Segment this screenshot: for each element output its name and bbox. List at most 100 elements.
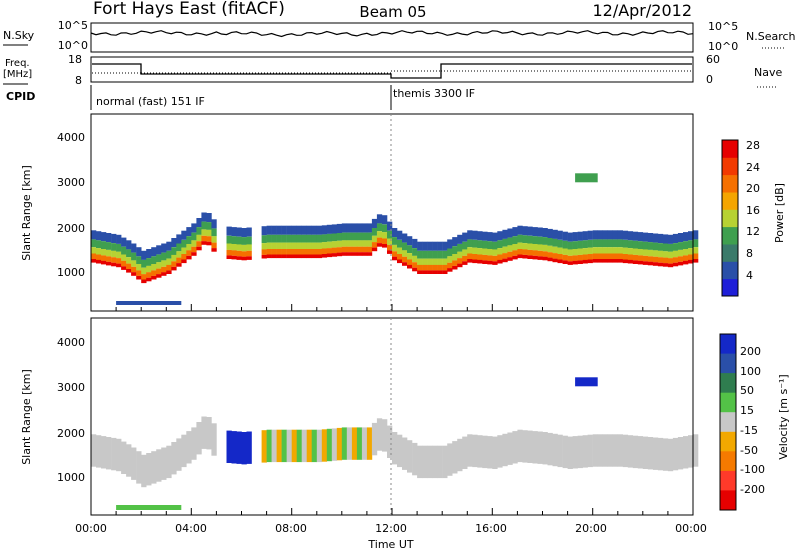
power-echo-cell [131,243,137,253]
power-echo-cell [688,231,694,241]
power-echo-cell [211,248,217,252]
time-tick-2400: 00:00 [675,522,707,535]
power-echo-cell [482,240,488,249]
velocity-echo-cell [693,434,699,467]
power-echo-cell [647,242,654,250]
power-echo-cell [241,256,247,261]
freq-label-line2: [MHz] [3,69,32,80]
power-echo-cell [567,232,573,242]
power-echo-cell [642,255,649,262]
power-echo-cell [346,232,353,241]
power-echo-cell [627,259,634,264]
power-echo-cell [482,248,488,255]
power-echo-cell [241,228,247,238]
power-echo-cell [151,256,157,265]
power-echo-cell [311,242,317,249]
velocity-echo-cell [617,434,623,467]
power-echo-cell [341,252,348,256]
power-echo-cell [241,237,247,245]
velocity-echo-cell [206,417,212,450]
power-echo-cell [351,223,358,233]
power-echo-cell [472,254,478,260]
power-echo-cell [532,250,538,256]
power-echo-cell [236,244,242,251]
velocity-echo-cell [522,430,528,463]
power-echo-cell [181,230,187,240]
power-echo-cell [677,249,684,257]
power-echo-cell [497,259,503,264]
power-echo-cell [667,258,674,264]
power-echo-cell [106,249,112,257]
power-echo-cell [121,254,127,261]
power-echo-cell [206,236,212,242]
power-echo-cell [432,250,438,259]
power-echo-cell [442,241,448,251]
power-echo-cell [101,260,107,265]
velocity-echo-cell [422,445,428,479]
power-echo-cell [657,250,664,258]
power-echo-cell [351,246,358,253]
power-echo-cell [607,247,613,254]
power-echo-cell [572,241,578,249]
power-echo-cell [622,247,629,254]
power-echo-cell [382,238,388,244]
power-echo-cell [487,249,493,256]
power-echo-cell [121,260,127,267]
velocity-echo-cell [502,433,508,467]
power-echo-cell [507,257,513,261]
velocity-echo-cell [512,431,518,464]
power-echo-cell [422,264,428,271]
power-echo-cell [642,241,649,250]
power-echo-cell [387,230,393,239]
power-echo-cell [502,246,508,254]
velocity-echo-cell [462,436,468,469]
power-echo-cell [492,249,498,256]
power-echo-cell [376,237,383,244]
power-echo-cell [306,234,312,243]
power-echo-cell [527,255,533,259]
power-echo-cell [427,250,433,259]
power-echo-cell [497,248,503,255]
power-echo-cell [156,245,162,255]
power-echo-cell [417,258,423,265]
power-echo-cell [326,241,333,249]
power-echo-cell [141,250,147,260]
power-cbar-tick-12: 12 [746,225,760,238]
freq-label-line1: Freq. [5,58,30,69]
noise-right-tick-top: 10^5 [708,20,738,33]
velocity-echo-cell [261,430,267,463]
power-echo-cell [462,232,468,242]
power-echo-cell [442,270,448,274]
power-echo-field [91,173,699,305]
power-echo-cell [276,249,282,255]
power-echo-cell [141,279,147,284]
power-echo-cell [582,259,588,264]
power-echo-cell [361,246,368,253]
power-echo-cell [276,254,282,259]
power-echo-cell [231,250,237,256]
power-colorbar-label: Power [dB] [773,183,786,243]
velocity-ylabel: Slant Range [km] [20,369,33,465]
power-echo-cell [637,241,644,249]
velocity-echo-cell [366,427,373,460]
power-echo-cell [266,234,272,243]
power-echo-cell [412,248,418,256]
power-echo-cell [101,232,107,242]
power-echo-cell [341,240,348,247]
power-echo-cell [211,228,217,237]
velocity-echo-cell [121,441,127,474]
power-echo-cell [296,249,302,255]
velocity-echo-cell [632,435,639,469]
velocity-echo-cell [286,429,292,463]
power-echo-cell [647,233,654,243]
power-echo-cell [321,254,328,258]
velocity-echo-cell [622,434,629,468]
power-echo-cell [572,255,578,261]
power-echo-cell [151,264,157,271]
power-echo-cell [116,251,122,259]
power-echo-cell [206,222,212,230]
power-echo-cell [316,225,323,235]
power-echo-cell [131,272,137,276]
power-echo-cell [392,237,398,245]
velocity-cbar-tick-m100: -100 [740,463,765,476]
